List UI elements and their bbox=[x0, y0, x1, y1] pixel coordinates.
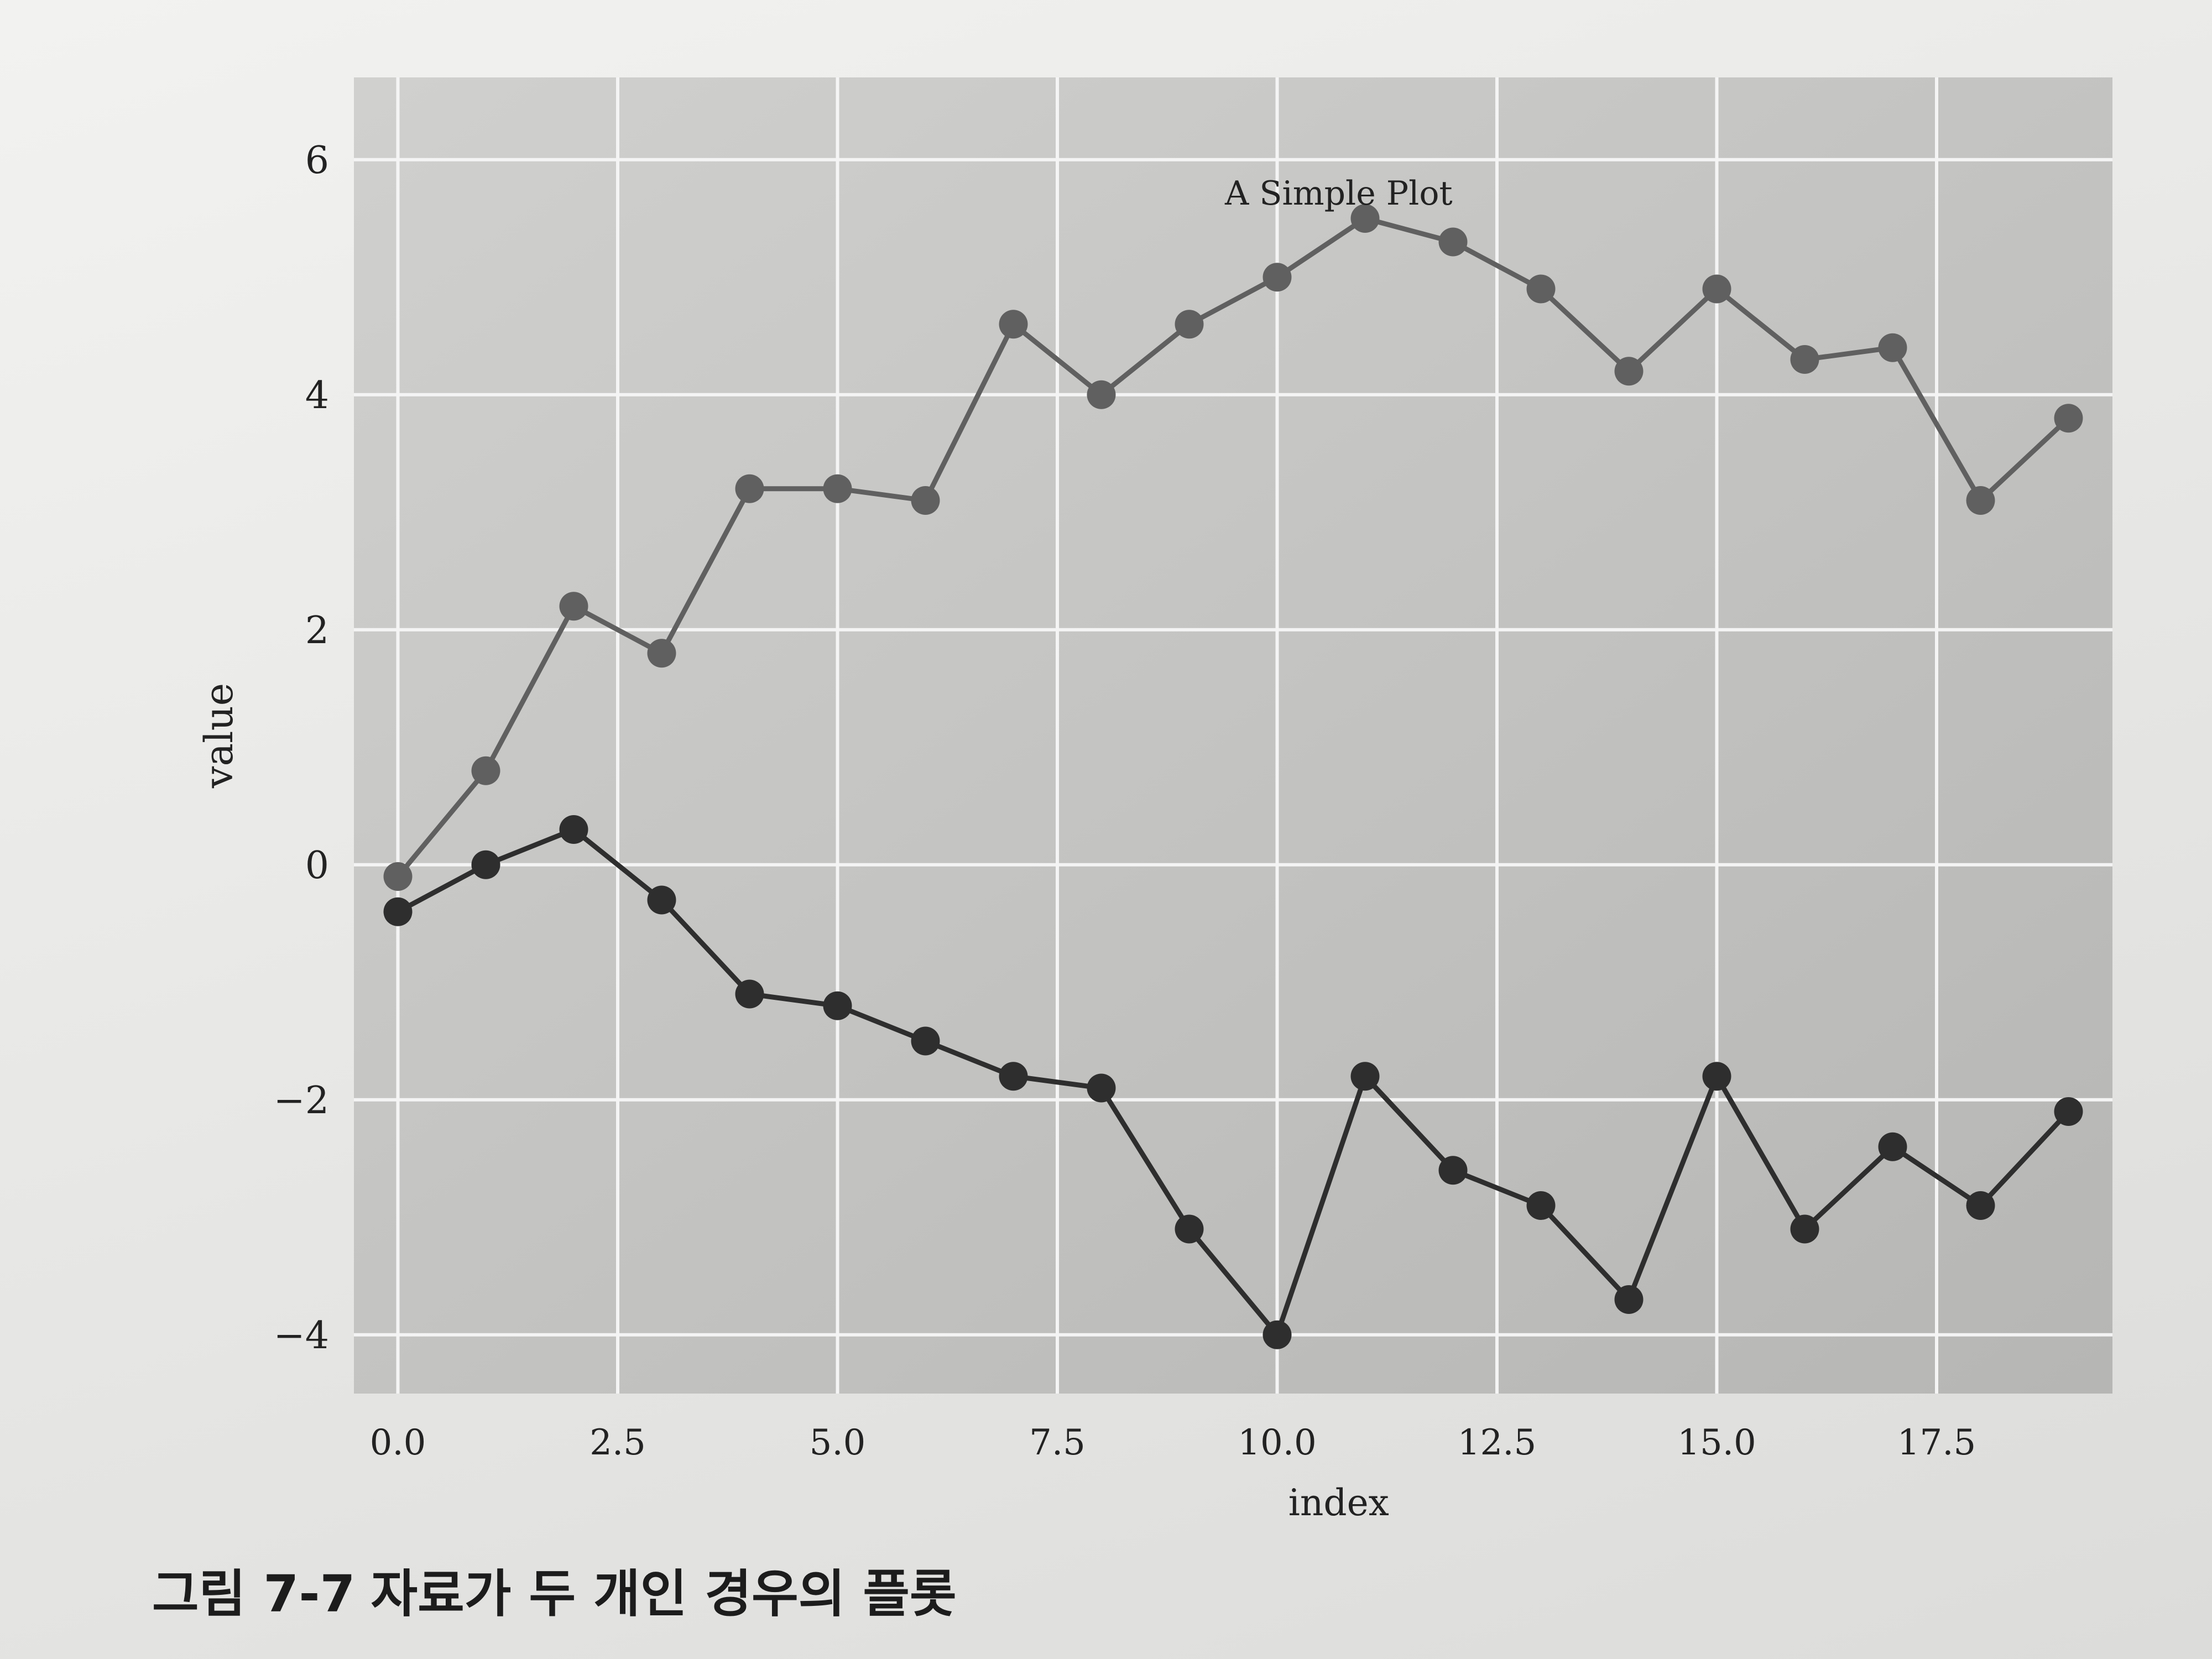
x-tick-label: 2.5 bbox=[589, 1422, 646, 1463]
figure-number: 그림 7-7 bbox=[152, 1564, 356, 1624]
data-point bbox=[1614, 1285, 1644, 1314]
data-point bbox=[911, 486, 940, 515]
x-axis-label: index bbox=[1288, 1481, 1389, 1524]
data-point bbox=[999, 310, 1028, 339]
x-tick-label: 5.0 bbox=[810, 1422, 866, 1463]
data-point bbox=[559, 592, 588, 621]
series-line-1 bbox=[396, 216, 2070, 878]
chart-title: A Simple Plot bbox=[1224, 174, 1453, 213]
data-point bbox=[1614, 357, 1644, 386]
data-point bbox=[1966, 486, 1995, 515]
x-tick-label: 12.5 bbox=[1458, 1422, 1537, 1463]
data-point bbox=[1878, 1132, 1907, 1161]
data-point bbox=[383, 862, 413, 891]
figure-caption: 그림 7-7 자료가 두 개인 경우의 플롯 bbox=[152, 1553, 957, 1626]
data-point bbox=[471, 850, 500, 879]
data-point bbox=[1966, 1191, 1995, 1220]
y-tick-label: 2 bbox=[305, 609, 329, 653]
data-point bbox=[1878, 333, 1907, 362]
series-layer bbox=[383, 204, 2083, 1349]
series-line-2 bbox=[397, 827, 2070, 1338]
data-point bbox=[2054, 1097, 2083, 1126]
data-point bbox=[559, 815, 588, 844]
figure-caption-text: 자료가 두 개인 경우의 플롯 bbox=[371, 1564, 957, 1624]
data-point bbox=[647, 885, 676, 915]
data-point bbox=[1087, 1073, 1116, 1103]
data-point bbox=[1262, 263, 1292, 292]
y-tick-label: 4 bbox=[305, 374, 329, 418]
data-point bbox=[383, 897, 413, 926]
x-tick-label: 10.0 bbox=[1238, 1422, 1317, 1463]
y-tick-label: −2 bbox=[274, 1079, 329, 1123]
x-tick-label: 17.5 bbox=[1897, 1422, 1976, 1463]
x-tick-label: 7.5 bbox=[1029, 1422, 1086, 1463]
data-point bbox=[1175, 310, 1204, 339]
data-point bbox=[1526, 1191, 1556, 1220]
y-tick-label: −4 bbox=[274, 1314, 329, 1358]
data-point bbox=[735, 979, 764, 1009]
data-point bbox=[647, 639, 676, 668]
data-point bbox=[823, 991, 852, 1020]
plot-area bbox=[354, 77, 2112, 1394]
data-point bbox=[1262, 1320, 1292, 1349]
data-point bbox=[1790, 345, 1819, 374]
data-point bbox=[1702, 1062, 1731, 1091]
data-point bbox=[823, 474, 852, 503]
data-point bbox=[999, 1062, 1028, 1091]
data-point bbox=[735, 474, 764, 503]
data-point bbox=[1350, 204, 1380, 233]
data-point bbox=[1438, 1156, 1468, 1185]
data-point bbox=[1790, 1214, 1819, 1244]
data-point bbox=[471, 756, 500, 785]
grid-lines bbox=[354, 77, 2112, 1394]
y-tick-label: 0 bbox=[305, 844, 329, 888]
y-tick-label: 6 bbox=[305, 139, 329, 182]
data-point bbox=[911, 1026, 940, 1056]
data-point bbox=[1175, 1214, 1204, 1244]
data-point bbox=[1526, 274, 1556, 304]
data-point bbox=[2054, 404, 2083, 433]
data-point bbox=[1350, 1062, 1380, 1091]
x-tick-label: 0.0 bbox=[370, 1422, 426, 1463]
data-point bbox=[1702, 274, 1731, 304]
y-axis-label: value bbox=[196, 683, 242, 789]
tick-labels: 0.0 2.5 5.0 7.5 10.0 12.5 15.0 17.5 −4 −2 0 2 4 6 bbox=[274, 139, 1976, 1463]
x-tick-label: 15.0 bbox=[1677, 1422, 1756, 1463]
data-point bbox=[1087, 380, 1116, 409]
data-point bbox=[1438, 227, 1468, 257]
